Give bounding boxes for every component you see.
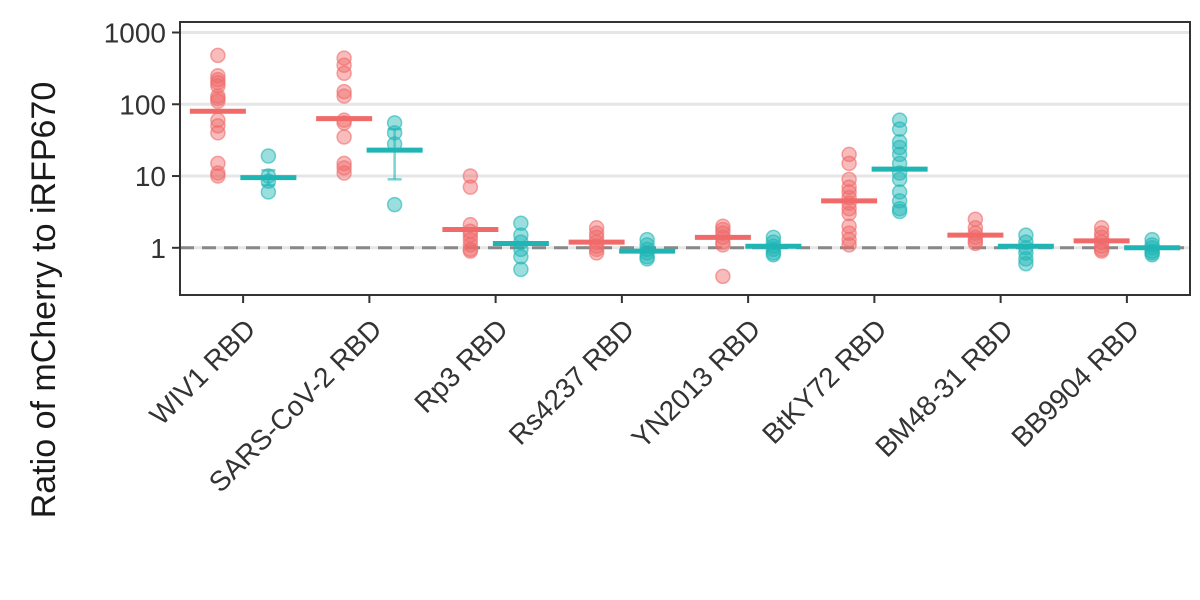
data-point xyxy=(336,165,352,181)
y-tick-label: 100 xyxy=(119,89,166,120)
data-point xyxy=(891,203,908,220)
data-point xyxy=(841,155,857,172)
x-tick-label: WIV1 RBD xyxy=(144,313,262,431)
data-point xyxy=(639,251,655,267)
data-point xyxy=(210,168,226,184)
data-point xyxy=(715,268,731,285)
x-tick-label: Rp3 RBD xyxy=(408,313,514,419)
data-point xyxy=(336,160,352,176)
data-point xyxy=(765,247,782,263)
plot-panel-border xyxy=(179,21,1191,296)
data-point xyxy=(841,237,857,253)
data-point xyxy=(336,57,352,73)
data-point xyxy=(1018,251,1034,267)
data-point xyxy=(513,249,529,265)
data-point xyxy=(336,129,352,145)
data-point xyxy=(891,171,908,188)
data-point xyxy=(260,148,277,164)
data-point xyxy=(841,231,857,248)
data-point xyxy=(336,83,352,100)
data-point xyxy=(210,125,226,141)
data-point xyxy=(260,184,277,200)
data-point xyxy=(513,261,529,278)
data-point xyxy=(210,47,226,64)
data-point xyxy=(715,237,731,253)
data-point xyxy=(462,179,479,195)
data-point xyxy=(891,193,908,209)
x-tick-label: BB9904 RBD xyxy=(1005,313,1145,453)
data-point xyxy=(841,179,857,195)
x-tick-label: YN2013 RBD xyxy=(626,313,767,454)
y-tick-label: 1000 xyxy=(104,17,166,48)
data-point xyxy=(1018,255,1034,272)
data-point xyxy=(462,243,479,259)
data-point xyxy=(386,196,403,213)
grid-lines xyxy=(180,30,1190,250)
x-tick-label: BtKY72 RBD xyxy=(756,313,892,449)
data-point xyxy=(588,245,605,261)
data-point xyxy=(841,205,857,222)
data-point xyxy=(841,171,857,188)
data-point xyxy=(891,121,908,137)
data-point xyxy=(1093,243,1110,259)
y-tick-label: 10 xyxy=(135,161,166,192)
data-point xyxy=(336,88,352,104)
data-point xyxy=(462,168,479,184)
data-point xyxy=(967,235,984,252)
data-point xyxy=(210,93,226,110)
y-axis-label: Ratio of mCherry to iRFP670 xyxy=(25,82,63,519)
y-tick-label: 1 xyxy=(150,233,166,264)
data-point xyxy=(891,134,908,150)
data-layer xyxy=(180,47,1190,285)
data-point xyxy=(513,215,529,231)
x-tick-label: Rs4237 RBD xyxy=(503,313,640,450)
data-point xyxy=(336,65,352,82)
